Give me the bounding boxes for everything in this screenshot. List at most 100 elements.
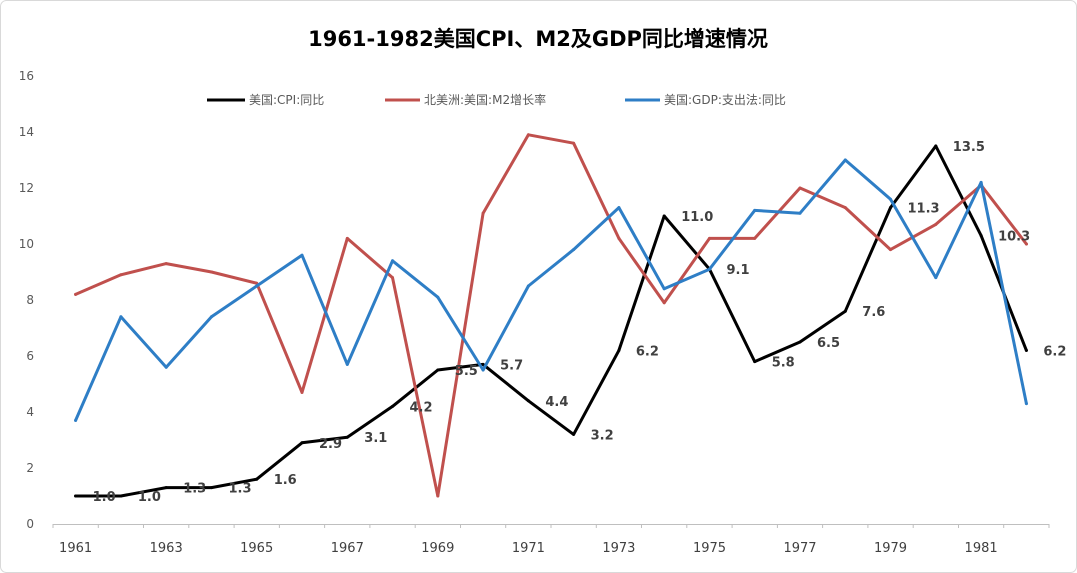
data-point-m2 <box>391 276 394 280</box>
data-point-cpi <box>889 206 892 210</box>
data-label-cpi: 13.5 <box>953 140 985 155</box>
chart-title: 1961-1982美国CPI、M2及GDP同比增速情况 <box>308 27 768 51</box>
x-tick-label: 1963 <box>150 541 183 556</box>
data-point-cpi <box>798 340 802 344</box>
data-point-m2 <box>798 186 802 190</box>
y-tick-label: 14 <box>19 125 34 139</box>
data-point-m2 <box>345 236 349 240</box>
y-tick-label: 0 <box>26 517 34 531</box>
data-point-cpi <box>119 494 123 498</box>
data-label-cpi: 2.9 <box>319 437 342 452</box>
series-line-cpi <box>74 144 1028 498</box>
data-point-cpi <box>934 144 938 148</box>
x-tick-label: 1961 <box>59 541 92 556</box>
data-point-m2 <box>436 494 440 498</box>
data-point-m2 <box>300 390 304 394</box>
legend-item-gdp: 美国:GDP:支出法:同比 <box>625 93 786 107</box>
data-point-gdp <box>753 208 757 212</box>
x-tick-label: 1973 <box>602 541 635 556</box>
data-point-cpi <box>979 234 983 238</box>
y-tick-label: 8 <box>26 293 34 307</box>
data-point-m2 <box>119 273 123 277</box>
data-point-m2 <box>843 206 847 210</box>
data-point-gdp <box>843 158 847 162</box>
x-tick-label: 1977 <box>783 541 816 556</box>
data-label-cpi: 1.3 <box>183 482 206 497</box>
data-label-cpi: 6.2 <box>636 344 659 359</box>
data-label-cpi: 5.8 <box>772 356 795 371</box>
data-point-cpi <box>662 214 666 218</box>
data-point-m2 <box>934 222 938 226</box>
y-tick-label: 16 <box>19 69 34 83</box>
data-point-cpi <box>255 477 259 481</box>
data-point-cpi <box>843 309 847 313</box>
data-label-cpi: 1.3 <box>229 482 252 497</box>
data-point-gdp <box>255 284 259 288</box>
data-point-cpi <box>436 368 440 372</box>
data-point-gdp <box>436 295 440 299</box>
data-point-gdp <box>889 197 892 201</box>
data-point-gdp <box>481 368 485 372</box>
data-label-cpi: 4.4 <box>545 395 568 410</box>
y-tick-label: 2 <box>26 461 34 475</box>
data-point-cpi <box>164 486 168 490</box>
x-tick-label: 1975 <box>693 541 726 556</box>
y-tick-label: 4 <box>26 405 34 419</box>
y-tick-label: 10 <box>19 237 34 251</box>
data-point-gdp <box>164 365 168 369</box>
data-label-cpi: 10.3 <box>998 230 1030 245</box>
data-labels: 1.0 1.0 1.3 1.3 1.6 2.9 3.1 4.2 5.5 5.7 4.4 3.2 6.2 1… <box>93 140 1067 505</box>
data-point-m2 <box>617 236 621 240</box>
data-point-m2 <box>753 236 757 240</box>
data-point-gdp <box>798 211 802 215</box>
data-label-cpi: 6.5 <box>817 336 840 351</box>
data-point-m2 <box>708 236 711 240</box>
legend-label-m2: 北美洲:美国:M2增长率 <box>424 92 546 107</box>
data-label-cpi: 7.6 <box>862 305 885 320</box>
data-point-cpi <box>345 435 349 439</box>
y-tick-label: 12 <box>19 181 34 195</box>
x-tick-label: 1971 <box>512 541 545 556</box>
plot-area <box>74 133 1028 498</box>
data-point-gdp <box>391 259 394 263</box>
series-line-gdp <box>74 158 1028 422</box>
data-point-cpi <box>300 441 304 445</box>
data-point-gdp <box>662 287 666 291</box>
data-label-cpi: 3.1 <box>364 431 387 446</box>
data-point-m2 <box>572 141 576 145</box>
series-line-m2 <box>74 133 1028 498</box>
data-point-m2 <box>662 301 666 305</box>
data-point-cpi <box>391 404 394 408</box>
legend-item-m2: 北美洲:美国:M2增长率 <box>385 92 546 107</box>
data-point-m2 <box>164 262 168 266</box>
data-label-cpi: 4.2 <box>410 400 433 415</box>
data-point-cpi <box>210 486 213 490</box>
data-point-gdp <box>934 276 938 280</box>
data-point-gdp <box>119 315 123 319</box>
data-point-m2 <box>1024 242 1028 246</box>
data-label-cpi: 11.0 <box>681 210 713 225</box>
legend: 美国:CPI:同比 北美洲:美国:M2增长率 美国:GDP:支出法:同比 <box>207 92 786 107</box>
data-point-gdp <box>345 362 349 366</box>
data-label-cpi: 5.7 <box>500 358 523 373</box>
legend-label-cpi: 美国:CPI:同比 <box>249 93 324 107</box>
data-point-cpi <box>1024 348 1028 352</box>
data-label-cpi: 9.1 <box>727 263 750 278</box>
data-point-m2 <box>481 211 485 215</box>
data-point-cpi <box>481 362 485 366</box>
x-tick-label: 1965 <box>240 541 273 556</box>
legend-item-cpi: 美国:CPI:同比 <box>207 93 324 107</box>
data-point-cpi <box>617 348 621 352</box>
y-tick-label: 6 <box>26 349 34 363</box>
data-point-gdp <box>979 180 983 184</box>
data-point-m2 <box>210 270 213 274</box>
data-point-gdp <box>708 267 711 271</box>
data-point-cpi <box>526 399 530 403</box>
data-label-cpi: 1.0 <box>93 490 116 505</box>
data-label-cpi: 1.0 <box>138 490 161 505</box>
data-point-gdp <box>1024 402 1028 406</box>
data-label-cpi: 5.5 <box>455 364 478 379</box>
data-point-m2 <box>526 133 530 137</box>
data-point-cpi <box>74 494 78 498</box>
